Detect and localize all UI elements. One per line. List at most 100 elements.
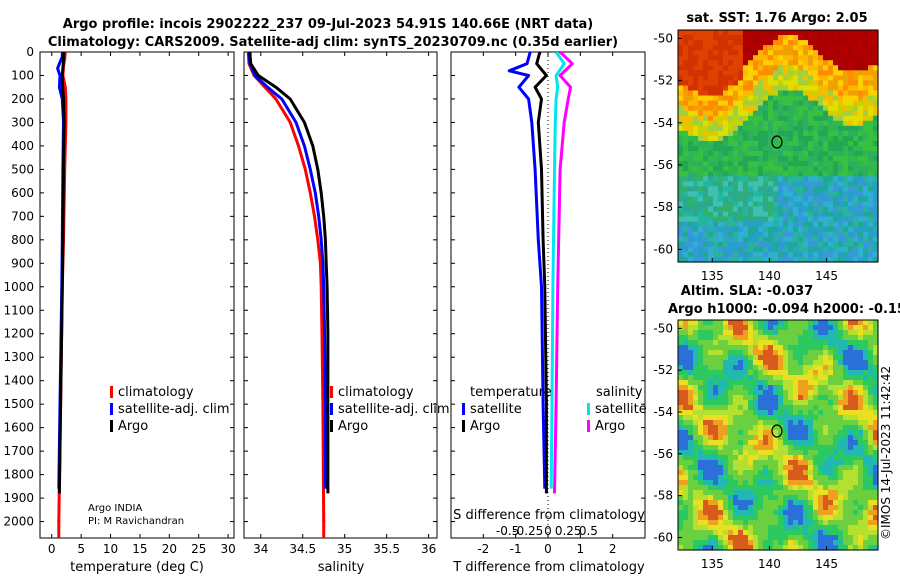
map-cell <box>708 231 714 238</box>
map-cell <box>858 505 864 511</box>
map-cell <box>723 221 729 228</box>
map-cell <box>743 465 749 471</box>
map-cell <box>683 350 689 356</box>
map-cell <box>858 241 864 248</box>
map-cell <box>858 440 864 446</box>
map-cell <box>728 176 734 182</box>
map-cell <box>783 115 789 122</box>
map-cell <box>863 375 869 381</box>
salinity-legend: climatology satellite-adj. clim Argo <box>330 385 450 434</box>
map-cell <box>753 320 759 326</box>
map-cell <box>688 440 694 446</box>
map-cell <box>788 166 794 172</box>
map-cell <box>748 105 754 112</box>
map-cell <box>683 540 689 546</box>
map-cell <box>773 455 779 461</box>
map-cell <box>718 70 724 76</box>
map-cell <box>763 186 769 192</box>
map-cell <box>788 445 794 451</box>
map-cell <box>868 90 874 97</box>
map-cell <box>713 450 719 456</box>
map-cell <box>688 545 694 551</box>
map-cell <box>838 35 844 41</box>
map-cell <box>778 430 784 436</box>
map-cell <box>853 515 859 521</box>
map-cell <box>873 430 879 436</box>
map-cell <box>828 465 834 471</box>
map-cell <box>718 475 724 481</box>
map-cell <box>833 430 839 436</box>
map-cell <box>778 110 784 117</box>
map-cell <box>838 100 844 107</box>
map-cell <box>683 325 689 331</box>
map-cell <box>868 226 874 233</box>
map-cell <box>793 201 799 208</box>
map-cell <box>823 520 829 526</box>
map-cell <box>738 510 744 516</box>
map-cell <box>838 181 844 187</box>
map-cell <box>738 206 744 213</box>
map-cell <box>868 181 874 187</box>
map-cell <box>848 231 854 238</box>
map-cell <box>843 120 849 127</box>
map-cell <box>798 40 804 46</box>
map-cell <box>828 450 834 456</box>
map-cell <box>678 480 684 486</box>
map-cell <box>683 156 689 162</box>
depth-tick-label: 1300 <box>3 350 34 364</box>
map-cell <box>833 450 839 456</box>
map-cell <box>863 216 869 223</box>
map-cell <box>733 135 739 142</box>
map-cell <box>698 420 704 426</box>
map-cell <box>688 45 694 51</box>
map-cell <box>743 191 749 198</box>
map-cell <box>808 85 814 92</box>
map-cell <box>698 236 704 243</box>
map-cell <box>713 370 719 376</box>
map-cell <box>773 330 779 336</box>
map-cell <box>868 535 874 541</box>
map-cell <box>873 166 879 172</box>
map-cell <box>768 231 774 238</box>
map-cell <box>793 435 799 441</box>
map-cell <box>823 505 829 511</box>
map-cell <box>718 45 724 51</box>
map-cell <box>763 201 769 208</box>
map-cell <box>763 375 769 381</box>
map-cell <box>718 30 724 36</box>
map-cell <box>763 35 769 41</box>
map-cell <box>733 330 739 336</box>
map-cell <box>688 211 694 218</box>
map-cell <box>718 65 724 71</box>
map-cell <box>768 530 774 536</box>
map-cell <box>718 385 724 391</box>
map-cell <box>808 55 814 61</box>
map-cell <box>733 40 739 46</box>
map-cell <box>693 420 699 426</box>
map-cell <box>743 400 749 406</box>
map-cell <box>833 365 839 371</box>
map-cell <box>748 420 754 426</box>
map-cell <box>763 410 769 416</box>
map-cell <box>773 485 779 491</box>
map-cell <box>833 485 839 491</box>
map-cell <box>788 50 794 56</box>
map-cell <box>753 95 759 102</box>
map-cell <box>793 490 799 496</box>
map-cell <box>678 490 684 496</box>
map-cell <box>748 40 754 46</box>
map-cell <box>773 151 779 157</box>
map-cell <box>788 196 794 203</box>
map-cell <box>733 90 739 97</box>
map-cell <box>688 360 694 366</box>
map-cell <box>773 475 779 481</box>
map-cell <box>678 45 684 51</box>
map-cell <box>768 440 774 446</box>
map-cell <box>738 355 744 361</box>
map-cell <box>743 30 749 36</box>
map-cell <box>713 201 719 208</box>
map-cell <box>853 425 859 431</box>
map-cell <box>833 151 839 157</box>
map-cell <box>708 510 714 516</box>
map-cell <box>703 360 709 366</box>
